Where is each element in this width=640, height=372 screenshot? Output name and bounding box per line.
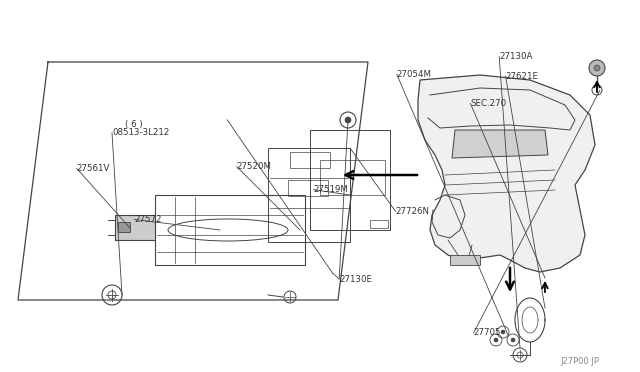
Circle shape: [511, 338, 515, 342]
Text: 27621E: 27621E: [506, 72, 539, 81]
Text: 08513-3L212: 08513-3L212: [112, 128, 170, 137]
Text: J27P00 JP: J27P00 JP: [560, 357, 599, 366]
Polygon shape: [418, 75, 595, 272]
Text: 27726N: 27726N: [396, 207, 429, 216]
Text: 27705: 27705: [474, 328, 501, 337]
Circle shape: [594, 65, 600, 71]
Text: 27520M: 27520M: [237, 162, 272, 171]
Text: ( 6 ): ( 6 ): [125, 120, 143, 129]
Polygon shape: [452, 130, 548, 158]
Text: 27054M: 27054M: [397, 70, 432, 79]
Circle shape: [494, 338, 498, 342]
Polygon shape: [118, 222, 130, 232]
Circle shape: [345, 117, 351, 123]
Text: 27130A: 27130A: [499, 52, 532, 61]
Text: 27572: 27572: [134, 215, 162, 224]
Text: 27130E: 27130E: [339, 275, 372, 283]
Text: 27519M: 27519M: [314, 185, 348, 194]
Polygon shape: [115, 215, 155, 240]
Text: 27561V: 27561V: [77, 164, 110, 173]
Circle shape: [589, 60, 605, 76]
Circle shape: [501, 330, 505, 334]
Polygon shape: [450, 255, 480, 265]
Text: SEC.270: SEC.270: [470, 99, 506, 108]
